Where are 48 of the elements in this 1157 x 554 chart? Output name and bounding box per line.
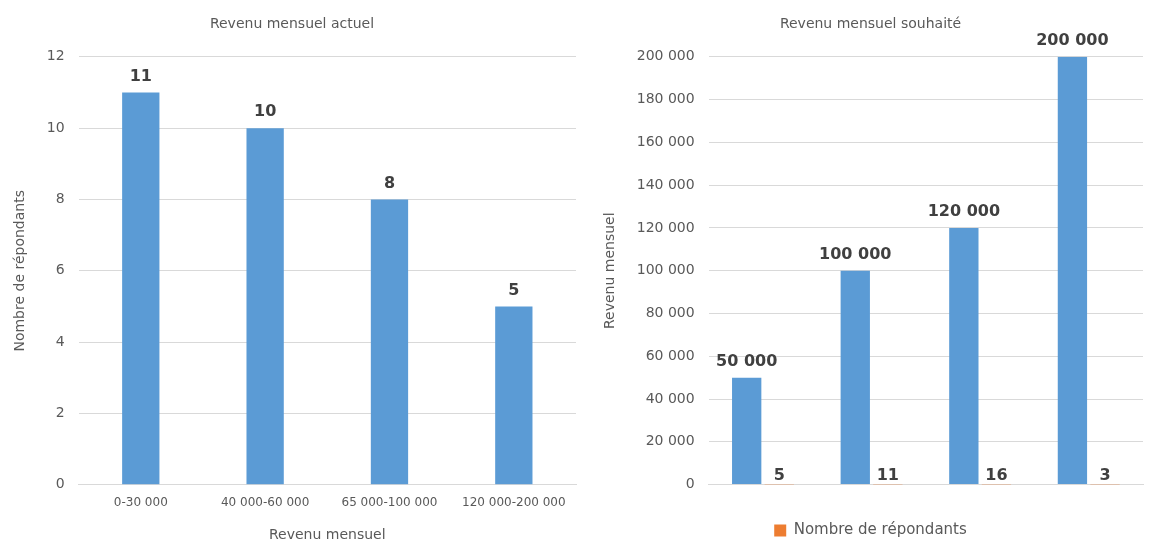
data-label: 5 <box>773 464 785 484</box>
y-tick-label: 180 000 <box>636 90 695 107</box>
y-tick-label: 0 <box>55 475 65 492</box>
data-label: 11 <box>876 464 899 484</box>
y-tick-label: 6 <box>55 261 65 278</box>
data-label: 5 <box>508 279 520 299</box>
chart-title: Revenu mensuel souhaité <box>779 15 962 32</box>
x-tick-label: 65 000-100 000 <box>341 495 438 510</box>
x-axis-title: Revenu mensuel <box>269 526 386 543</box>
x-tick-label: 40 000-60 000 <box>220 495 310 510</box>
y-tick-label: 0 <box>685 475 695 492</box>
data-label: 120 000 <box>927 201 1001 221</box>
legend-label: Nombre de répondants <box>793 520 967 539</box>
bar <box>840 270 870 485</box>
y-tick-label: 10 <box>46 118 65 135</box>
data-label: 3 <box>1099 464 1111 484</box>
bar <box>495 306 533 485</box>
y-tick-label: 200 000 <box>636 47 695 64</box>
bar <box>122 92 160 485</box>
data-label: 50 000 <box>716 350 778 370</box>
bar <box>949 227 979 485</box>
bar <box>732 377 762 485</box>
x-tick-label: 120 000-200 000 <box>462 495 566 510</box>
x-tick-label: 0-30 000 <box>113 495 168 510</box>
y-tick-label: 80 000 <box>645 304 695 321</box>
y-tick-label: 120 000 <box>636 218 695 235</box>
bar <box>370 199 409 485</box>
y-tick-label: 140 000 <box>636 175 695 192</box>
chart-title: Revenu mensuel actuel <box>209 15 375 32</box>
data-label: 200 000 <box>1036 29 1109 49</box>
y-tick-label: 20 000 <box>645 432 695 449</box>
y-tick-label: 8 <box>55 190 65 207</box>
data-label: 10 <box>254 101 277 121</box>
y-axis-title: Revenu mensuel <box>601 212 618 329</box>
y-tick-label: 100 000 <box>636 261 695 278</box>
y-tick-label: 2 <box>55 404 65 421</box>
y-tick-label: 40 000 <box>645 389 695 406</box>
bar <box>1057 56 1088 485</box>
y-tick-label: 160 000 <box>636 133 695 149</box>
y-tick-label: 4 <box>55 332 65 349</box>
y-axis-title: Nombre de répondants <box>11 190 28 352</box>
y-tick-label: 12 <box>46 47 65 64</box>
data-label: 11 <box>129 65 152 85</box>
data-label: 100 000 <box>819 243 892 263</box>
bar <box>246 128 284 485</box>
data-label: 8 <box>383 172 396 192</box>
y-tick-label: 60 000 <box>645 346 695 363</box>
data-label: 16 <box>985 464 1008 484</box>
